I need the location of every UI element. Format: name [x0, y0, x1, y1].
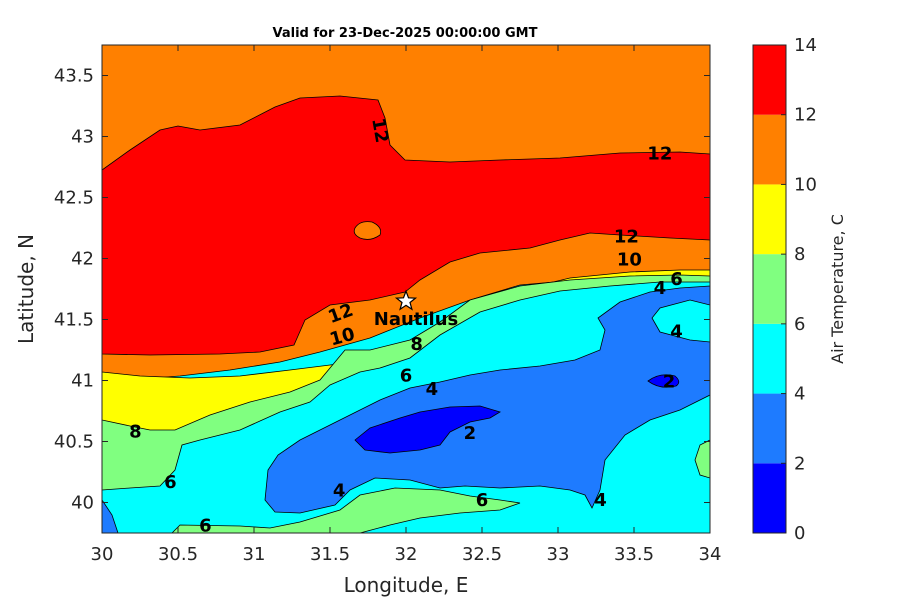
contour-label: 6 [476, 490, 489, 511]
colorbar-segment [753, 393, 786, 464]
colorbar-tick-label: 14 [794, 35, 817, 56]
y-tick-label: 40.5 [54, 432, 94, 453]
colorbar-tick-label: 4 [794, 384, 805, 405]
x-tick-label: 33.5 [614, 544, 654, 565]
colorbar-frame [752, 44, 787, 534]
x-tick-label: 31.5 [310, 544, 350, 565]
y-tick-label: 42 [71, 249, 94, 270]
x-tick-label: 33 [547, 544, 570, 565]
contour-label: 12 [367, 116, 392, 144]
x-axis-label: Longitude, E [344, 573, 469, 597]
contour-inlet-east [651, 299, 710, 343]
contour-label: 8 [129, 422, 142, 443]
colorbar-segment [753, 45, 786, 115]
colorbar-segment [753, 114, 786, 185]
colorbar-segment [753, 254, 786, 324]
x-tick-label: 34 [699, 544, 722, 565]
contour-band-12-14 [102, 95, 710, 356]
contour-label: 6 [199, 516, 212, 537]
colorbar-segment [753, 323, 786, 394]
contour-label: 4 [654, 278, 667, 299]
x-tick-label: 30.5 [158, 544, 198, 565]
y-tick-label: 42.5 [54, 188, 94, 209]
y-tick-label: 43.5 [54, 66, 94, 87]
contour-band-0-2 [354, 405, 501, 454]
colorbar-tick-label: 10 [794, 174, 817, 195]
colorbar-tick-label: 2 [794, 453, 805, 474]
colorbar-tick-label: 12 [794, 105, 817, 126]
contour-band-6-8-east [694, 439, 710, 479]
contour-label: 10 [617, 250, 642, 271]
contour-warm-pocket [353, 221, 382, 240]
colorbar-label: Air Temperature, C [828, 214, 847, 364]
x-tick-label: 30 [91, 544, 114, 565]
y-tick-label: 43 [71, 127, 94, 148]
colorbar-segment [753, 184, 786, 255]
station-marker: Nautilus [374, 289, 459, 330]
y-tick-label: 41.5 [54, 310, 94, 331]
contour-label: 4 [333, 480, 346, 501]
colorbar-tick-label: 6 [794, 314, 805, 335]
contour-label: 12 [647, 144, 672, 165]
contour-cold-spot-east [647, 374, 680, 388]
y-tick-label: 40 [71, 493, 94, 514]
contour-label: 12 [614, 227, 639, 248]
x-tick-label: 32 [395, 544, 418, 565]
x-axis: 30 30.5 31 31.5 32 32.5 33 33.5 34 [91, 45, 722, 565]
colorbar-segment [753, 463, 786, 533]
contour-band-6-8-south [171, 487, 521, 533]
contour-label: 4 [670, 322, 683, 343]
star-icon [394, 289, 418, 311]
y-axis-label: Latitude, N [14, 234, 38, 344]
contour-label: 4 [426, 379, 439, 400]
contour-label: 4 [594, 490, 607, 511]
contour-label: 6 [400, 366, 413, 387]
colorbar-tick-label: 0 [794, 523, 805, 544]
contour-label: 6 [164, 472, 177, 493]
y-tick-label: 41 [71, 371, 94, 392]
contour-label: 6 [670, 269, 683, 290]
x-tick-label: 32.5 [462, 544, 502, 565]
colorbar: 0 2 4 6 8 10 12 14 [752, 35, 817, 544]
colorbar-tick-label: 8 [794, 244, 805, 265]
x-tick-label: 31 [243, 544, 266, 565]
contour-corner-sw [102, 499, 119, 533]
chart-title: Valid for 23-Dec-2025 00:00:00 GMT [273, 26, 538, 41]
contour-label: 2 [464, 423, 477, 444]
contour-label: 8 [410, 334, 423, 355]
contour-band-2-4 [264, 285, 710, 514]
station-label: Nautilus [374, 309, 459, 330]
contour-label: 2 [663, 372, 676, 393]
